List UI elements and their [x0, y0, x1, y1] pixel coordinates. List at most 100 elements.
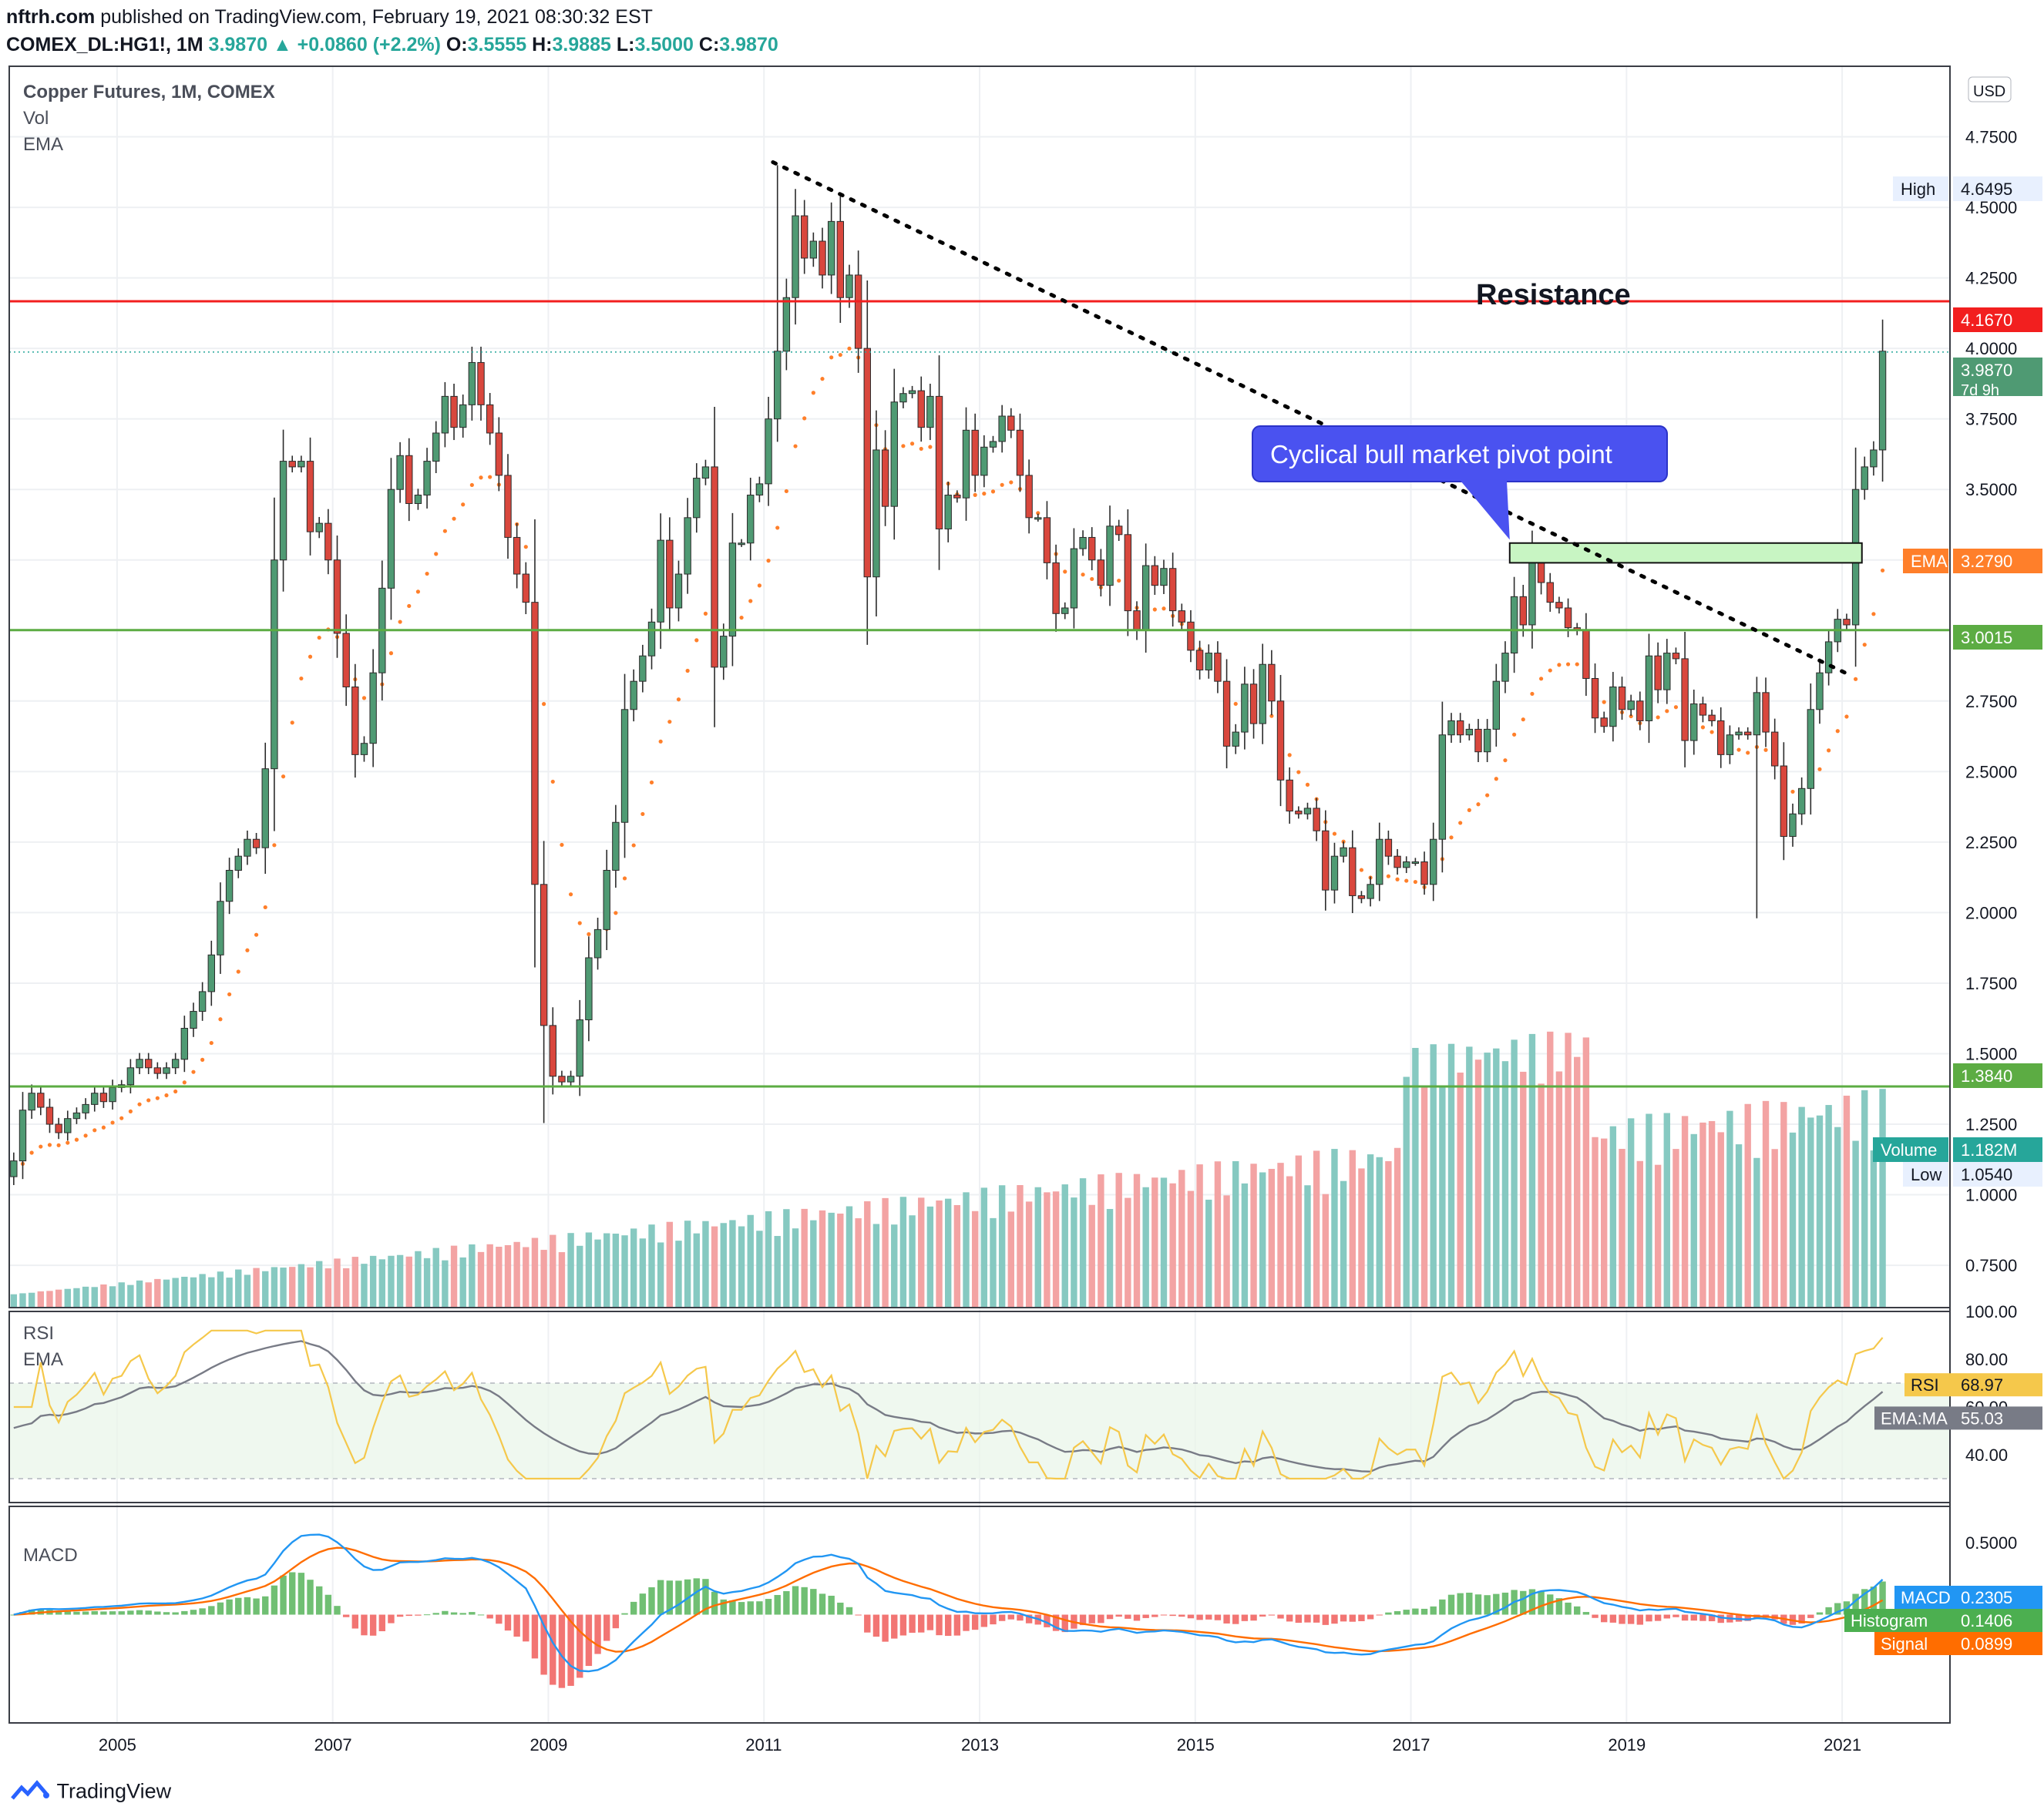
candle-body — [1681, 658, 1689, 741]
candle-body — [774, 351, 782, 420]
rsi-series-name: EMA:MA — [1881, 1409, 1948, 1428]
candle-body — [935, 395, 943, 529]
candle-body — [504, 475, 512, 538]
macd-histogram-bar — [388, 1614, 395, 1624]
macd-series-name: Signal — [1881, 1634, 1928, 1654]
volume-bar — [523, 1247, 529, 1308]
candle-body — [1195, 650, 1204, 671]
macd-histogram-bar — [199, 1608, 206, 1615]
ema-dot — [784, 489, 788, 494]
volume-bar — [1474, 1059, 1482, 1308]
ema-dot — [56, 1143, 61, 1147]
macd-series-value: 0.2305 — [1961, 1588, 2012, 1607]
candle-body — [1797, 787, 1806, 814]
macd-histogram-bar — [1313, 1614, 1320, 1623]
macd-histogram-bar — [1744, 1614, 1751, 1621]
macd-histogram-bar — [747, 1601, 754, 1615]
volume-bar — [442, 1260, 449, 1308]
macd-series-name: MACD — [1901, 1588, 1951, 1607]
volume-bar — [369, 1255, 377, 1308]
price-chart[interactable]: Resistance Cyclical bull market pivot poi… — [0, 0, 2044, 1772]
price-change: ▲ +0.0860 (+2.2%) — [272, 34, 441, 55]
candle-body — [1106, 526, 1114, 586]
ema-dot — [1700, 725, 1706, 730]
ema-dot — [1476, 802, 1481, 807]
candle-body — [1465, 728, 1474, 736]
volume-bar — [1690, 1133, 1697, 1308]
candle-body — [225, 869, 234, 902]
volume-bar — [73, 1288, 80, 1308]
volume-bar — [1457, 1073, 1464, 1308]
volume-bar — [558, 1252, 566, 1308]
ema-dot — [182, 1080, 187, 1085]
volume-bar — [1735, 1144, 1743, 1308]
candle-body — [234, 855, 242, 871]
candle-body — [1322, 830, 1330, 891]
macd-histogram-bar — [899, 1614, 907, 1636]
macd-histogram-bar — [1825, 1607, 1832, 1615]
ema-dot — [1467, 808, 1471, 812]
volume-bar — [1600, 1138, 1608, 1308]
volume-bar — [1286, 1176, 1293, 1308]
candle-body — [198, 991, 207, 1012]
low-label: L: — [616, 34, 635, 55]
price-label-box — [1953, 549, 2042, 573]
macd-value-box — [1894, 1586, 2042, 1609]
volume-bar — [585, 1232, 593, 1308]
macd-histogram-bar — [621, 1613, 628, 1615]
rsi-tick-label: 80.00 — [1965, 1350, 2008, 1369]
candle-body — [1474, 728, 1482, 753]
candle-body — [962, 429, 970, 499]
candle-body — [1313, 808, 1320, 831]
macd-histogram-bar — [1133, 1614, 1141, 1621]
macd-histogram-bar — [693, 1578, 700, 1615]
volume-bar — [1744, 1103, 1751, 1308]
macd-histogram-bar — [1646, 1614, 1652, 1622]
candle-body — [486, 404, 494, 434]
macd-histogram-bar — [1493, 1593, 1500, 1615]
macd-histogram-bar — [1178, 1614, 1185, 1617]
ema-dot — [1871, 612, 1876, 616]
macd-histogram-bar — [1223, 1614, 1230, 1624]
candle-body — [540, 884, 548, 1026]
ema-dot — [1332, 831, 1337, 836]
ema-dot — [1404, 878, 1409, 883]
macd-histogram-bar — [307, 1580, 314, 1615]
price-tick-label: 3.5000 — [1965, 480, 2017, 499]
volume-bar — [154, 1278, 161, 1308]
macd-histogram-bar — [1501, 1592, 1509, 1615]
candle-body — [1349, 847, 1357, 896]
macd-histogram-bar — [998, 1614, 1006, 1621]
macd-histogram-bar — [828, 1595, 835, 1615]
volume-bar — [531, 1237, 539, 1308]
candle-body — [647, 621, 656, 656]
macd-histogram-bar — [82, 1611, 89, 1615]
ema-dot — [1413, 879, 1417, 885]
ema-dot — [811, 391, 815, 395]
volume-bar — [289, 1267, 296, 1308]
macd-histogram-bar — [1331, 1614, 1338, 1624]
macd-histogram-bar — [1600, 1614, 1608, 1623]
candle-body — [1430, 838, 1437, 885]
price-label-value: 1.3840 — [1961, 1066, 2012, 1086]
price-tick-label: 2.0000 — [1965, 903, 2017, 922]
macd-histogram-bar — [244, 1597, 251, 1615]
candle-body — [82, 1103, 89, 1113]
macd-histogram-bar — [342, 1614, 350, 1617]
volume-bar — [1313, 1150, 1320, 1308]
ema-dot — [1296, 770, 1301, 774]
ema-dot — [119, 1116, 124, 1120]
volume-bar — [971, 1211, 979, 1308]
macd-histogram-bar — [1627, 1614, 1635, 1624]
rsi-value-box — [1874, 1406, 2042, 1430]
close-value: 3.9870 — [719, 34, 778, 55]
volume-bar — [1627, 1118, 1635, 1308]
macd-histogram-bar — [190, 1610, 197, 1615]
volume-bar — [199, 1274, 206, 1308]
volume-bar — [998, 1185, 1006, 1308]
ema-dot — [308, 654, 313, 659]
candle-body — [1393, 855, 1401, 868]
candle-body — [279, 461, 287, 561]
macd-histogram-bar — [1295, 1614, 1303, 1624]
macd-histogram-bar — [1420, 1608, 1428, 1615]
